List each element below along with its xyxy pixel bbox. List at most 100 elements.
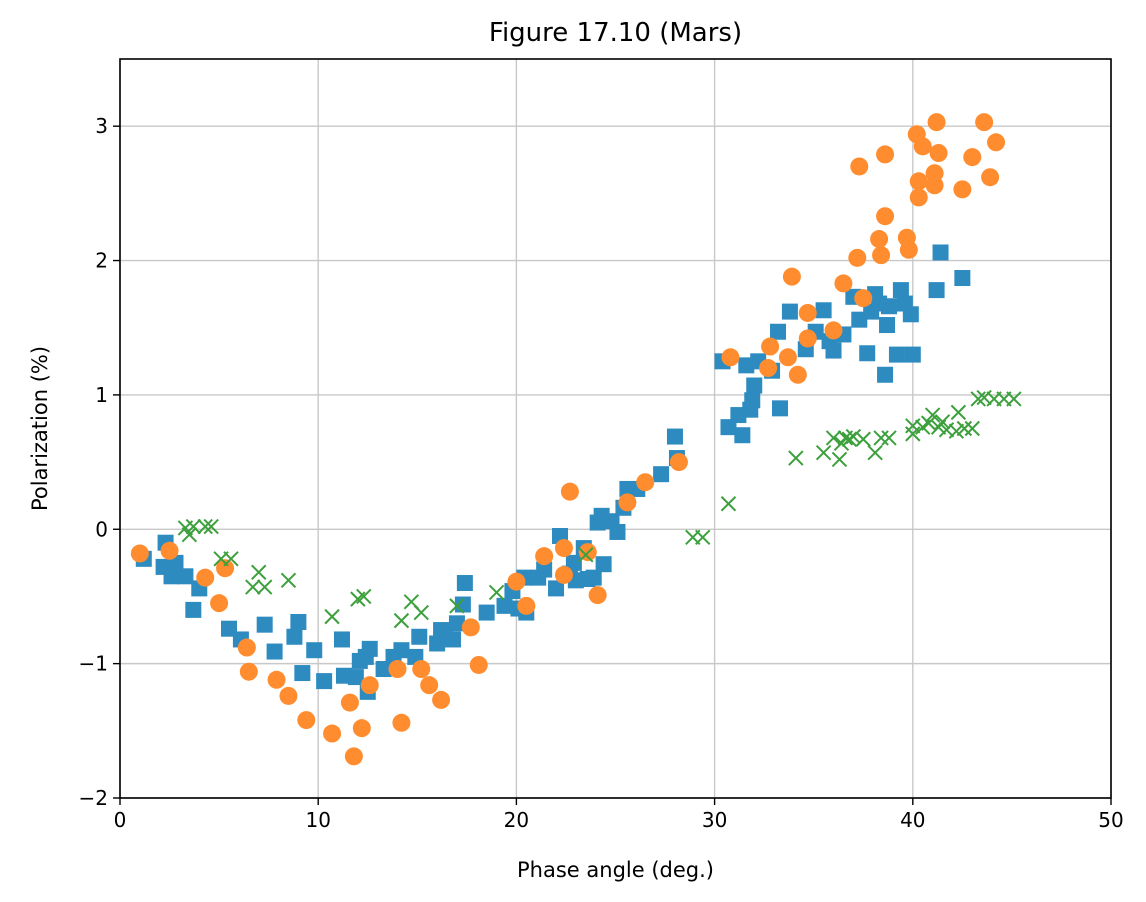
x-tick-label: 50 — [1098, 808, 1123, 832]
data-point-circle — [798, 303, 817, 322]
data-point-circle — [929, 144, 948, 163]
x-axis-label: Phase angle (deg.) — [517, 858, 714, 882]
data-point-square — [316, 673, 333, 690]
data-point-square — [877, 366, 894, 383]
x-tick-label: 40 — [900, 808, 925, 832]
data-point-circle — [160, 541, 179, 560]
data-point-circle — [267, 670, 286, 689]
data-point-x — [867, 444, 883, 461]
data-point-x — [934, 414, 951, 430]
data-point-circle — [588, 586, 607, 605]
data-point-circle — [761, 337, 780, 356]
data-point-circle — [412, 660, 431, 679]
data-point-x — [413, 604, 429, 621]
data-point-square — [781, 303, 798, 320]
data-point-circle — [913, 137, 932, 156]
y-tick-label: 2 — [95, 249, 108, 273]
data-point-circle — [507, 572, 526, 591]
data-point-square — [595, 556, 612, 573]
data-point-circle — [909, 172, 928, 191]
data-point-circle — [876, 207, 895, 226]
data-point-circle — [669, 453, 688, 472]
data-point-square — [548, 580, 565, 597]
data-point-circle — [554, 539, 573, 558]
data-point-circle — [834, 274, 853, 293]
data-point-square — [185, 601, 202, 618]
data-point-circle — [469, 655, 488, 674]
y-tick-label: 3 — [95, 114, 108, 138]
data-point-x — [924, 407, 941, 423]
data-point-square — [163, 568, 180, 585]
data-point-circle — [963, 148, 982, 167]
data-point-circle — [987, 133, 1006, 152]
data-point-x — [950, 404, 967, 421]
data-point-x — [251, 564, 267, 580]
data-point-square — [294, 665, 311, 682]
data-point-x — [881, 430, 897, 446]
data-point-square — [306, 642, 323, 659]
data-point-x — [197, 518, 213, 535]
x-tick-label: 0 — [114, 808, 127, 832]
data-point-square — [928, 282, 945, 299]
data-point-circle — [636, 473, 655, 492]
x-tick-label: 30 — [702, 808, 727, 832]
y-tick-label: −1 — [79, 652, 108, 676]
data-point-square — [892, 282, 909, 299]
data-point-circle — [340, 693, 359, 712]
data-point-square — [859, 345, 876, 362]
data-point-x — [720, 496, 737, 512]
data-point-square — [932, 244, 949, 261]
data-point-square — [375, 661, 392, 678]
data-point-square — [746, 377, 763, 394]
data-point-square — [496, 597, 513, 614]
data-point-circle — [352, 719, 371, 738]
data-point-square — [653, 466, 670, 483]
data-point-circle — [927, 113, 946, 132]
x-tick-label: 20 — [504, 808, 529, 832]
data-point-x — [825, 430, 842, 446]
data-point-circle — [854, 289, 873, 308]
y-tick-label: 0 — [95, 517, 108, 541]
data-point-circle — [535, 547, 554, 566]
data-point-square — [954, 270, 971, 287]
data-point-square — [347, 669, 364, 686]
data-point-square — [879, 317, 896, 334]
data-point-circle — [388, 660, 407, 679]
data-point-circle — [323, 724, 342, 743]
data-point-square — [904, 346, 921, 363]
data-point-square — [478, 604, 495, 621]
data-point-square — [585, 569, 602, 586]
plot-frame — [119, 58, 1112, 799]
data-point-circle — [392, 713, 411, 732]
data-point-square — [902, 306, 919, 323]
data-point-x — [815, 444, 832, 461]
data-point-circle — [975, 113, 994, 132]
data-point-circle — [432, 690, 451, 709]
data-point-circle — [759, 359, 778, 378]
y-axis-label: Polarization (%) — [28, 346, 52, 511]
data-point-square — [393, 642, 410, 659]
data-point-square — [333, 631, 350, 648]
data-point-x — [356, 588, 372, 605]
data-point-square — [666, 428, 683, 445]
data-point-circle — [953, 180, 972, 199]
data-point-x — [964, 420, 980, 437]
data-point-x — [245, 579, 261, 595]
data-point-x — [1006, 391, 1022, 407]
data-point-square — [881, 298, 898, 315]
data-point-square — [266, 643, 283, 660]
data-point-x — [449, 598, 465, 614]
data-point-circle — [461, 618, 480, 637]
data-point-x — [393, 612, 410, 629]
data-point-x — [280, 572, 297, 589]
data-point-x — [788, 450, 804, 466]
data-point-circle — [782, 267, 801, 286]
y-tick-label: −2 — [79, 786, 108, 810]
data-point-circle — [909, 188, 928, 207]
data-point-circle — [618, 493, 637, 512]
data-point-x — [203, 518, 219, 535]
data-point-square — [256, 616, 273, 633]
data-point-x — [845, 428, 862, 445]
data-point-square — [744, 392, 761, 409]
